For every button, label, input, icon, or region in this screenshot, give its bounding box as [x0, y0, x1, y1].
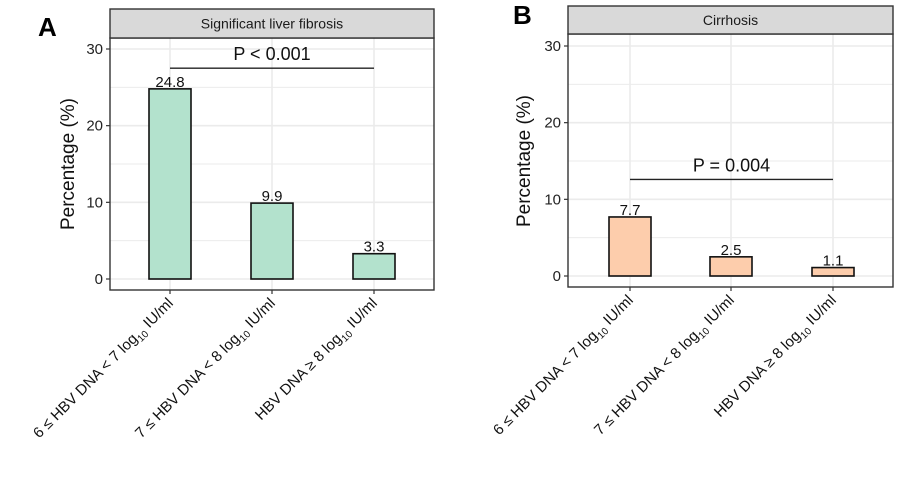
data-label: 3.3 [364, 239, 385, 256]
y-tick-label: 0 [95, 271, 103, 288]
y-tick-label: 30 [544, 38, 561, 55]
y-tick-label: 20 [544, 115, 561, 132]
y-axis-title: Percentage (%) [58, 98, 79, 230]
chart-panel-b: B 7.7 2.5 1.1 P = 0.004 Cirrhosis 0 10 20 30 Perce… [490, 0, 894, 439]
y-tick-label: 0 [553, 268, 561, 285]
x-label-main: HBV DNA ≥ 8 log [711, 327, 804, 420]
panel-letter: A [38, 12, 57, 42]
x-label-unit: IU/ml [239, 295, 279, 335]
facet-strip [109, 8, 435, 39]
panel-letter: B [513, 0, 532, 30]
y-tick-label: 30 [86, 41, 103, 58]
x-label-unit: IU/ml [698, 292, 738, 332]
x-label-main: 6 ≤ HBV DNA < 7 log [30, 330, 141, 441]
x-label-main: 7 ≤ HBV DNA < 8 log [591, 327, 702, 438]
y-tick-label: 20 [86, 118, 103, 135]
data-label: 9.9 [262, 188, 283, 205]
x-label-main: 6 ≤ HBV DNA < 7 log [490, 327, 601, 438]
chart-title: Significant liver fibrosis [201, 16, 343, 32]
x-label-unit: IU/ml [800, 292, 840, 332]
chart-panel-a: A 24.8 9.9 3.3 P < 0.001 Significant liver fi… [30, 8, 435, 442]
chart-title: Cirrhosis [703, 12, 758, 28]
p-value-label: P < 0.001 [233, 44, 310, 64]
data-label: 24.8 [155, 74, 184, 91]
x-label-main: 7 ≤ HBV DNA < 8 log [132, 330, 243, 441]
data-label: 1.1 [823, 253, 844, 270]
y-tick-label: 10 [86, 194, 103, 211]
p-value-label: P = 0.004 [693, 155, 770, 175]
x-tick-label: HBV DNA ≥ 8 log10 IU/ml [711, 292, 842, 423]
x-label-unit: IU/ml [137, 295, 177, 335]
bar [352, 252, 396, 280]
x-label-unit: IU/ml [597, 292, 637, 332]
bar [148, 88, 192, 280]
data-label: 2.5 [721, 242, 742, 259]
bar [250, 202, 294, 280]
x-label-main: HBV DNA ≥ 8 log [252, 330, 345, 423]
bar [608, 216, 652, 277]
facet-strip [567, 5, 894, 35]
bar [709, 256, 753, 277]
y-axis-title: Percentage (%) [514, 95, 535, 227]
y-tick-label: 10 [544, 191, 561, 208]
x-tick-label: HBV DNA ≥ 8 log10 IU/ml [252, 295, 383, 426]
data-label: 7.7 [620, 202, 641, 219]
x-label-unit: IU/ml [341, 295, 381, 335]
bar [811, 266, 855, 277]
